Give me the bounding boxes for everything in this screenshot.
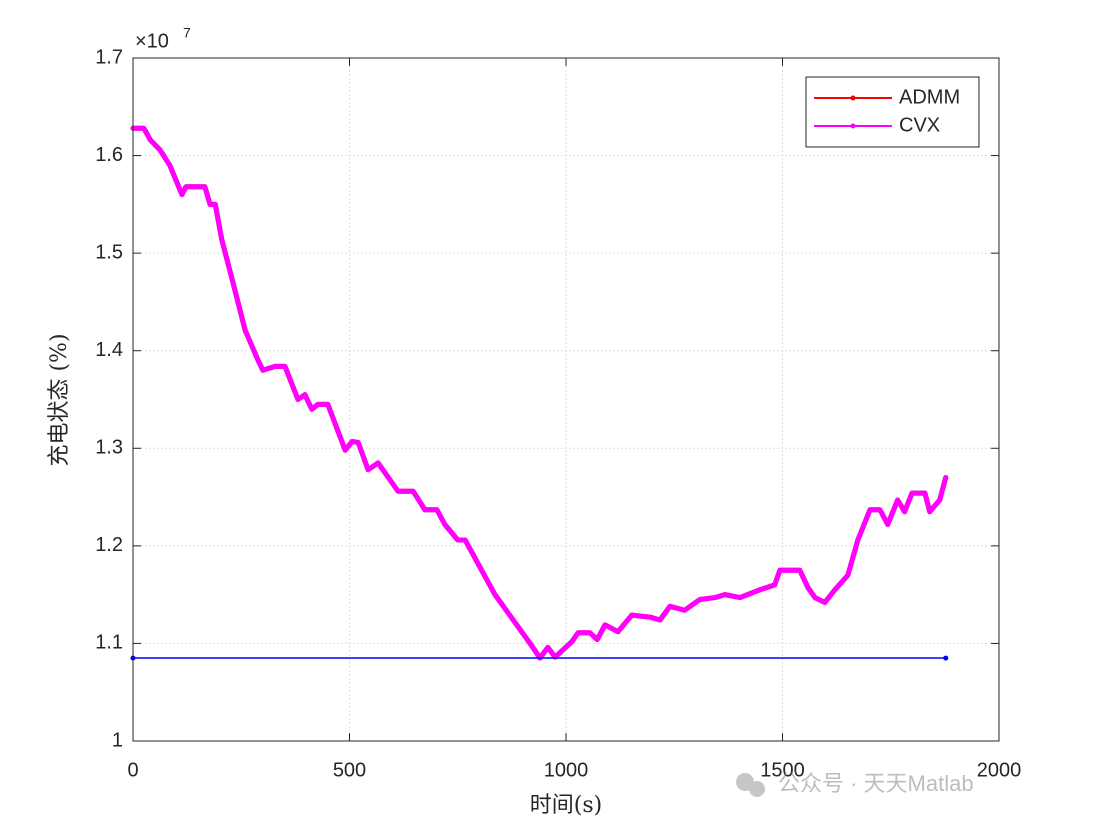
- legend-label: ADMM: [899, 86, 960, 108]
- watermark-group: 公众号 · 天天Matlab: [736, 771, 974, 797]
- y-tick-label: 1.5: [95, 241, 123, 263]
- series-marker: [943, 655, 949, 661]
- lines: [130, 125, 949, 661]
- x-axis-label: 时间(s): [530, 793, 602, 818]
- y-tick-label: 1.2: [95, 534, 123, 556]
- y-multiplier: ×10: [135, 30, 169, 52]
- ticks: 0 500 1000 1500 2000 1 1.1 1.2 1.3 1.4 1.5 1.6 1.7: [95, 46, 1021, 781]
- y-tick-label: 1.7: [95, 46, 123, 68]
- y-tick-label: 1.3: [95, 437, 123, 459]
- x-tick-label: 2000: [977, 759, 1022, 781]
- x-tick-label: 1000: [544, 759, 589, 781]
- y-tick-label: 1.4: [95, 339, 123, 361]
- x-tick-label: 500: [333, 759, 366, 781]
- y-tick-label: 1.6: [95, 144, 123, 166]
- y-tick-label: 1.1: [95, 632, 123, 654]
- watermark-icon: [749, 781, 765, 797]
- y-multiplier-power: 7: [183, 25, 191, 41]
- legend: ADMM CVX: [805, 76, 980, 148]
- legend-marker: [850, 95, 856, 101]
- legend-box: [805, 76, 980, 148]
- x-tick-label: 1500: [760, 759, 805, 781]
- legend-label: CVX: [899, 114, 940, 136]
- legend-marker: [850, 123, 856, 129]
- y-tick-label: 1: [112, 729, 123, 751]
- x-tick-label: 0: [127, 759, 138, 781]
- watermark: 公众号 · 天天Matlab: [778, 771, 974, 796]
- y-axis-label: 充电状态 (%): [47, 333, 72, 466]
- series-line: [130, 125, 949, 661]
